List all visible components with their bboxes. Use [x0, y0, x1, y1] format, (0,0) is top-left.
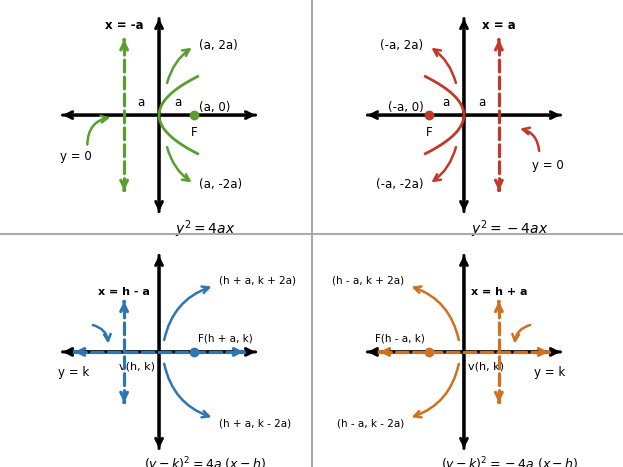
Text: x = h - a: x = h - a — [98, 287, 150, 297]
Text: F: F — [191, 126, 197, 139]
Text: a: a — [174, 96, 181, 109]
Text: $y^2 = 4ax$: $y^2 = 4ax$ — [175, 218, 235, 240]
Text: a: a — [442, 96, 449, 109]
Text: x = -a: x = -a — [105, 19, 143, 32]
Text: v(h, k): v(h, k) — [120, 361, 155, 371]
Text: (h + a, k - 2a): (h + a, k - 2a) — [219, 418, 291, 429]
Text: (a, 2a): (a, 2a) — [199, 39, 237, 52]
Text: x = h + a: x = h + a — [470, 287, 527, 297]
Text: (-a, 0): (-a, 0) — [388, 101, 424, 114]
Text: (-a, -2a): (-a, -2a) — [376, 178, 424, 191]
Text: (-a, 2a): (-a, 2a) — [381, 39, 424, 52]
Text: x = a: x = a — [482, 19, 516, 32]
Text: $y^2 = - 4ax$: $y^2 = - 4ax$ — [471, 218, 549, 240]
Text: y = 0: y = 0 — [531, 159, 563, 172]
Text: F(h - a, k): F(h - a, k) — [376, 333, 426, 344]
Text: y = 0: y = 0 — [60, 150, 92, 163]
Text: y = k: y = k — [534, 366, 565, 379]
Text: F(h + a, k): F(h + a, k) — [197, 333, 252, 344]
Text: (a, 0): (a, 0) — [199, 101, 230, 114]
Text: (h + a, k + 2a): (h + a, k + 2a) — [219, 275, 296, 285]
Text: a: a — [478, 96, 486, 109]
Text: v(h, k): v(h, k) — [468, 361, 503, 371]
Text: (h - a, k - 2a): (h - a, k - 2a) — [337, 418, 404, 429]
Text: (a, -2a): (a, -2a) — [199, 178, 242, 191]
Text: (h - a, k + 2a): (h - a, k + 2a) — [332, 275, 404, 285]
Text: F: F — [426, 126, 432, 139]
Text: $(y - k)^2 = 4a\ (x - h)$: $(y - k)^2 = 4a\ (x - h)$ — [144, 455, 266, 467]
Text: y = k: y = k — [58, 366, 89, 379]
Text: $(y - k)^2 = - 4a\ (x - h)$: $(y - k)^2 = - 4a\ (x - h)$ — [441, 455, 579, 467]
Text: a: a — [137, 96, 145, 109]
